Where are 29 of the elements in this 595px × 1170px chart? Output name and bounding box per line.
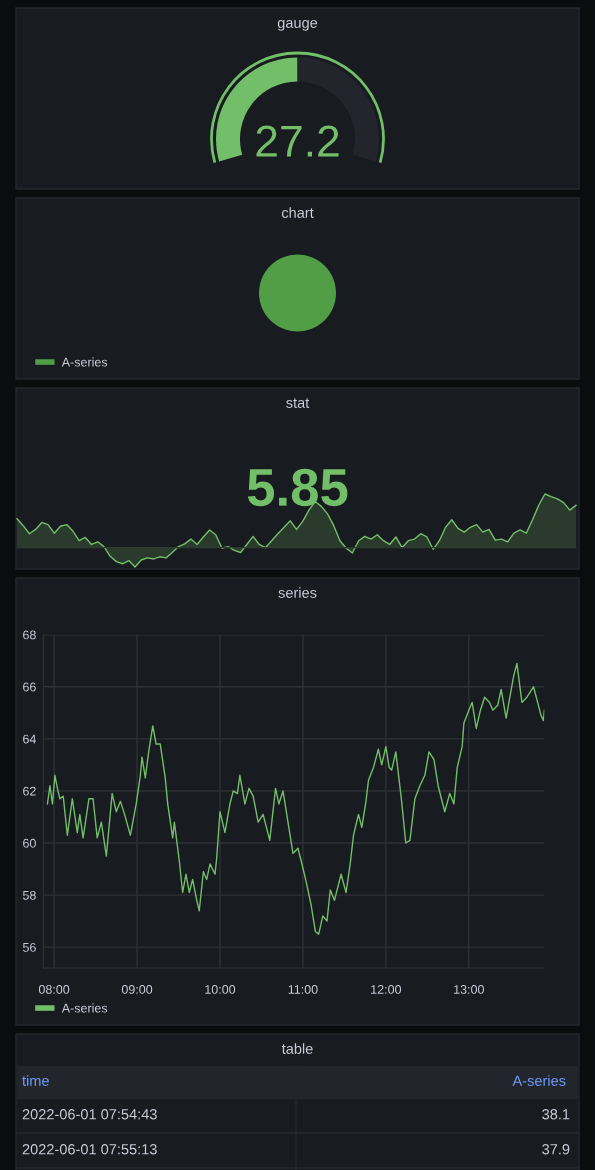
y-tick-label: 60 bbox=[23, 838, 36, 848]
y-tick-label: 66 bbox=[23, 682, 36, 692]
text: table bbox=[281, 1043, 313, 1054]
x-tick-label: 13:00 bbox=[454, 985, 484, 994]
text: A-series bbox=[512, 1075, 566, 1086]
line-series bbox=[46, 662, 545, 935]
x-tick-label: 10:00 bbox=[205, 985, 236, 994]
chart-title: gauge bbox=[277, 19, 318, 31]
chart-title: stat bbox=[286, 398, 310, 408]
text: time bbox=[22, 1075, 49, 1086]
text: 27.2 bbox=[256, 125, 339, 157]
y-tick-label: 68 bbox=[23, 630, 36, 640]
y-tick-label: 62 bbox=[23, 786, 36, 796]
x-tick-label: 09:00 bbox=[121, 985, 153, 994]
text: 37.9 bbox=[542, 1144, 570, 1155]
text: 2022-06-01 07:55:13 bbox=[22, 1144, 157, 1155]
y-tick-label: 64 bbox=[23, 734, 36, 744]
text: 2022-06-01 07:54:43 bbox=[22, 1109, 157, 1120]
x-tick-label: 11:00 bbox=[288, 985, 318, 994]
chart-title: chart bbox=[281, 207, 314, 218]
chart-title: series bbox=[278, 587, 317, 598]
x-tick-label: 08:00 bbox=[38, 985, 70, 994]
legend-label: A-series bbox=[61, 1003, 108, 1013]
annotation: 5.85 bbox=[247, 468, 348, 507]
legend-label: A-series bbox=[61, 357, 108, 367]
text: 38.1 bbox=[542, 1109, 570, 1120]
x-tick-label: 12:00 bbox=[371, 985, 402, 994]
y-tick-label: 58 bbox=[22, 890, 36, 900]
y-tick-label: 56 bbox=[22, 942, 36, 952]
